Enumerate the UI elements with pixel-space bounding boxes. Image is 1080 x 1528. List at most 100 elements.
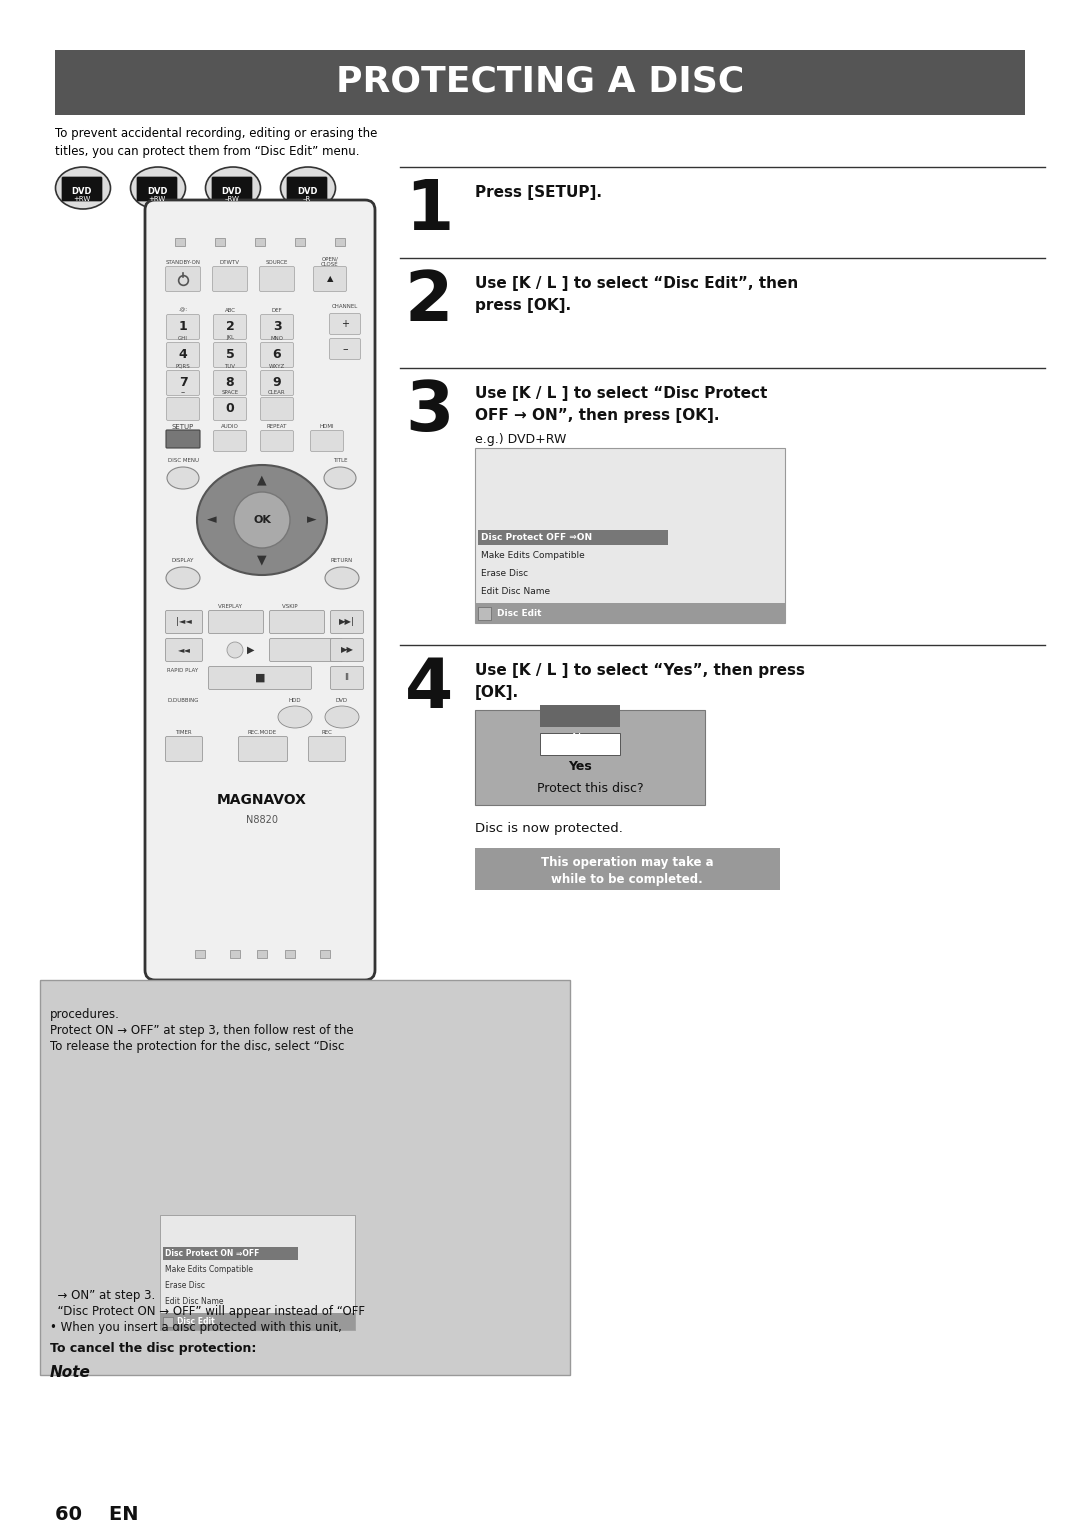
Text: –RW: –RW <box>225 196 240 202</box>
FancyBboxPatch shape <box>475 604 785 623</box>
Ellipse shape <box>197 465 327 575</box>
Text: RAPID PLAY: RAPID PLAY <box>167 668 199 672</box>
FancyBboxPatch shape <box>166 429 200 448</box>
Text: No: No <box>571 732 589 746</box>
Text: MNO: MNO <box>270 336 283 341</box>
FancyBboxPatch shape <box>163 1247 298 1261</box>
Text: TIMER: TIMER <box>175 730 191 735</box>
Text: DTWTV: DTWTV <box>220 260 240 264</box>
Ellipse shape <box>227 183 239 193</box>
Text: 2: 2 <box>405 267 454 335</box>
Text: DVD: DVD <box>336 697 348 703</box>
Text: REC: REC <box>322 730 333 735</box>
FancyBboxPatch shape <box>260 315 294 339</box>
Ellipse shape <box>325 706 359 727</box>
Text: To cancel the disc protection:: To cancel the disc protection: <box>50 1342 256 1355</box>
FancyBboxPatch shape <box>40 979 570 1375</box>
Text: Erase Disc: Erase Disc <box>165 1282 205 1291</box>
FancyBboxPatch shape <box>330 666 364 689</box>
Text: 5: 5 <box>226 348 234 362</box>
Text: CHANNEL: CHANNEL <box>332 304 359 310</box>
Ellipse shape <box>325 567 359 588</box>
FancyBboxPatch shape <box>330 611 364 634</box>
Bar <box>195 950 205 958</box>
FancyBboxPatch shape <box>239 736 287 761</box>
FancyBboxPatch shape <box>540 733 620 755</box>
Text: ▶▶: ▶▶ <box>340 645 353 654</box>
FancyBboxPatch shape <box>62 177 102 202</box>
Text: V.REPLAY: V.REPLAY <box>217 605 242 610</box>
Text: ▲: ▲ <box>257 474 267 486</box>
FancyBboxPatch shape <box>165 611 203 634</box>
FancyBboxPatch shape <box>208 611 264 634</box>
Text: DVD: DVD <box>221 186 242 196</box>
Text: ◄◄: ◄◄ <box>177 645 190 654</box>
Text: ▲: ▲ <box>327 275 334 284</box>
Text: –: – <box>342 344 348 354</box>
FancyBboxPatch shape <box>166 315 200 339</box>
Text: REPEAT: REPEAT <box>267 425 287 429</box>
Ellipse shape <box>77 183 89 193</box>
Text: GHI: GHI <box>178 336 188 341</box>
FancyBboxPatch shape <box>214 315 246 339</box>
FancyBboxPatch shape <box>214 397 246 420</box>
Text: SOURCE: SOURCE <box>266 260 288 264</box>
FancyBboxPatch shape <box>287 177 327 202</box>
Text: RETURN: RETURN <box>330 558 353 562</box>
FancyBboxPatch shape <box>160 1215 355 1329</box>
Bar <box>478 607 491 620</box>
Text: ABC: ABC <box>225 307 235 313</box>
Text: SPACE: SPACE <box>221 391 239 396</box>
Text: SETUP: SETUP <box>172 423 194 429</box>
Text: DEF: DEF <box>272 307 282 313</box>
Text: N8820: N8820 <box>246 814 278 825</box>
Text: Disc is now protected.: Disc is now protected. <box>475 822 623 834</box>
Text: Edit Disc Name: Edit Disc Name <box>481 587 550 596</box>
Text: Use [K / L ] to select “Disc Protect: Use [K / L ] to select “Disc Protect <box>475 387 768 400</box>
Text: This operation may take a
while to be completed.: This operation may take a while to be co… <box>541 856 713 886</box>
Text: V.SKIP: V.SKIP <box>282 605 298 610</box>
Text: 0: 0 <box>226 402 234 416</box>
Text: Edit Disc Name: Edit Disc Name <box>165 1297 224 1306</box>
Text: –R: –R <box>302 196 311 202</box>
FancyBboxPatch shape <box>166 370 200 396</box>
FancyBboxPatch shape <box>260 342 294 368</box>
FancyBboxPatch shape <box>213 266 247 292</box>
Text: procedures.: procedures. <box>50 1008 120 1021</box>
FancyBboxPatch shape <box>137 177 177 202</box>
Ellipse shape <box>324 468 356 489</box>
Text: 6: 6 <box>272 348 281 362</box>
Text: Use [K / L ] to select “Yes”, then press: Use [K / L ] to select “Yes”, then press <box>475 663 805 678</box>
Text: e.g.) DVD+RW: e.g.) DVD+RW <box>475 432 566 446</box>
Text: AUDIO: AUDIO <box>221 425 239 429</box>
Text: TUV: TUV <box>225 364 235 368</box>
Text: 3: 3 <box>405 377 454 445</box>
Text: TITLE: TITLE <box>333 457 348 463</box>
FancyBboxPatch shape <box>214 342 246 368</box>
FancyBboxPatch shape <box>309 736 346 761</box>
Ellipse shape <box>152 183 164 193</box>
FancyBboxPatch shape <box>478 530 669 545</box>
Text: CLEAR: CLEAR <box>268 391 286 396</box>
Text: 7: 7 <box>178 376 187 390</box>
FancyBboxPatch shape <box>259 266 295 292</box>
Text: ▼: ▼ <box>257 553 267 567</box>
FancyBboxPatch shape <box>165 639 203 662</box>
Bar <box>320 950 330 958</box>
Text: JKL: JKL <box>226 336 234 341</box>
Ellipse shape <box>278 706 312 727</box>
FancyBboxPatch shape <box>475 448 785 623</box>
Bar <box>285 950 295 958</box>
Text: +RW: +RW <box>73 196 91 202</box>
Text: 1: 1 <box>178 321 187 333</box>
Text: ■: ■ <box>255 672 266 683</box>
Circle shape <box>234 492 291 549</box>
FancyBboxPatch shape <box>475 711 705 805</box>
Bar <box>335 238 345 246</box>
Text: OFF → ON”, then press [OK].: OFF → ON”, then press [OK]. <box>475 408 719 423</box>
Ellipse shape <box>131 167 186 209</box>
Text: Disc Edit: Disc Edit <box>497 608 541 617</box>
Text: 4: 4 <box>178 348 187 362</box>
Text: ►: ► <box>307 513 316 527</box>
Text: MAGNAVOX: MAGNAVOX <box>217 793 307 807</box>
